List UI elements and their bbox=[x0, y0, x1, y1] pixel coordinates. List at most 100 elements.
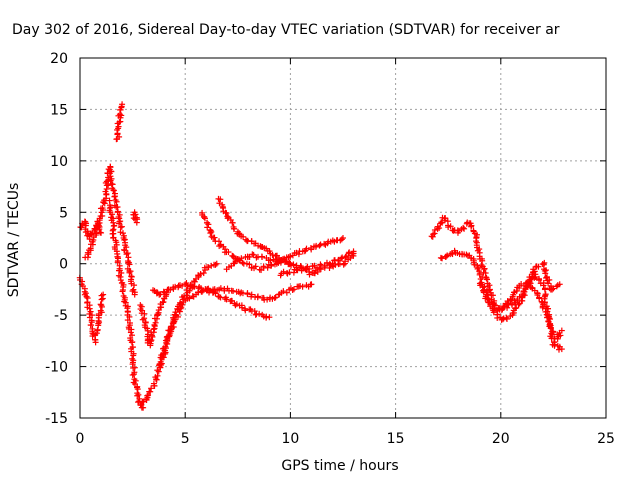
data-point bbox=[208, 262, 215, 269]
y-tick-label: -5 bbox=[54, 308, 68, 324]
axis-ticks: 0 5 10 15 20 25 -15 -10 -5 0 5 10 15 20 bbox=[45, 51, 615, 447]
data-point bbox=[186, 294, 193, 301]
data-point bbox=[151, 315, 158, 322]
data-point bbox=[468, 223, 475, 230]
data-point bbox=[124, 250, 131, 257]
data-point bbox=[82, 222, 89, 229]
data-point bbox=[197, 271, 204, 278]
data-point bbox=[152, 319, 159, 326]
data-point bbox=[224, 215, 231, 222]
data-point bbox=[496, 305, 503, 312]
x-axis-title: GPS time / hours bbox=[281, 458, 398, 474]
data-point bbox=[150, 380, 157, 387]
data-point bbox=[350, 250, 357, 257]
data-point bbox=[264, 264, 271, 271]
data-point bbox=[217, 196, 224, 203]
data-point bbox=[242, 307, 249, 314]
data-point bbox=[260, 263, 267, 270]
data-point bbox=[165, 333, 172, 340]
data-point bbox=[216, 293, 223, 300]
data-point bbox=[444, 252, 451, 259]
data-point bbox=[121, 247, 128, 254]
data-point bbox=[336, 260, 343, 267]
data-point bbox=[129, 371, 136, 378]
x-tick-label: 20 bbox=[492, 431, 510, 447]
data-point bbox=[207, 230, 214, 237]
data-point bbox=[205, 221, 212, 228]
data-point bbox=[302, 266, 309, 273]
data-point bbox=[434, 223, 441, 230]
data-point bbox=[123, 251, 130, 258]
data-point bbox=[212, 290, 219, 297]
data-point bbox=[542, 270, 549, 277]
y-tick-label: 20 bbox=[50, 51, 68, 67]
data-point bbox=[500, 315, 507, 322]
data-point bbox=[179, 282, 186, 289]
data-point bbox=[461, 225, 468, 232]
data-point bbox=[95, 221, 102, 228]
data-point bbox=[290, 286, 297, 293]
data-point bbox=[106, 170, 113, 177]
data-point bbox=[521, 288, 528, 295]
data-point bbox=[239, 259, 246, 266]
data-point bbox=[134, 392, 141, 399]
data-point bbox=[147, 388, 154, 395]
data-point bbox=[317, 266, 324, 273]
data-point bbox=[147, 338, 154, 345]
data-point bbox=[532, 273, 539, 280]
data-point bbox=[126, 269, 133, 276]
data-point bbox=[118, 112, 125, 119]
data-point bbox=[541, 299, 548, 306]
data-point bbox=[88, 319, 95, 326]
data-point bbox=[535, 263, 542, 270]
data-point bbox=[110, 187, 117, 194]
data-point bbox=[314, 268, 321, 275]
data-point bbox=[254, 294, 261, 301]
data-point bbox=[86, 314, 93, 321]
data-point bbox=[186, 287, 193, 294]
data-point bbox=[515, 301, 522, 308]
data-point bbox=[148, 385, 155, 392]
data-point bbox=[204, 285, 211, 292]
data-point bbox=[213, 260, 220, 267]
data-point bbox=[240, 233, 247, 240]
data-point bbox=[509, 310, 516, 317]
data-point bbox=[536, 277, 543, 284]
x-tick-label: 10 bbox=[281, 431, 299, 447]
data-points bbox=[76, 101, 565, 411]
data-point bbox=[308, 246, 315, 253]
data-point bbox=[117, 277, 124, 284]
data-point bbox=[126, 313, 133, 320]
data-point bbox=[290, 261, 297, 268]
data-point bbox=[290, 269, 297, 276]
data-point bbox=[244, 290, 251, 297]
data-point bbox=[269, 251, 276, 258]
plot-frame bbox=[79, 57, 607, 419]
data-point bbox=[230, 288, 237, 295]
data-point bbox=[100, 291, 107, 298]
data-point bbox=[107, 177, 114, 184]
data-point bbox=[340, 235, 346, 241]
data-point bbox=[252, 311, 259, 318]
data-point bbox=[154, 367, 161, 374]
data-point bbox=[127, 329, 134, 336]
data-point bbox=[184, 283, 191, 290]
x-tick-label: 0 bbox=[76, 431, 85, 447]
data-point bbox=[272, 294, 279, 301]
data-point bbox=[449, 251, 456, 258]
data-point bbox=[246, 261, 253, 268]
data-point bbox=[113, 204, 120, 211]
data-point bbox=[115, 123, 122, 130]
data-point bbox=[299, 283, 306, 290]
data-point bbox=[200, 270, 207, 277]
data-point bbox=[441, 217, 448, 224]
data-point bbox=[483, 276, 490, 283]
data-point bbox=[271, 294, 278, 301]
data-point bbox=[547, 324, 554, 331]
data-point bbox=[311, 270, 318, 277]
data-point bbox=[485, 299, 492, 306]
data-point bbox=[160, 298, 167, 305]
data-point bbox=[160, 354, 167, 361]
data-point bbox=[162, 345, 169, 352]
data-point bbox=[545, 305, 552, 312]
